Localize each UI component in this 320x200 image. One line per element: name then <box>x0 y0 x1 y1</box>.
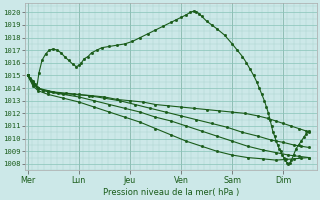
X-axis label: Pression niveau de la mer( hPa ): Pression niveau de la mer( hPa ) <box>103 188 239 197</box>
